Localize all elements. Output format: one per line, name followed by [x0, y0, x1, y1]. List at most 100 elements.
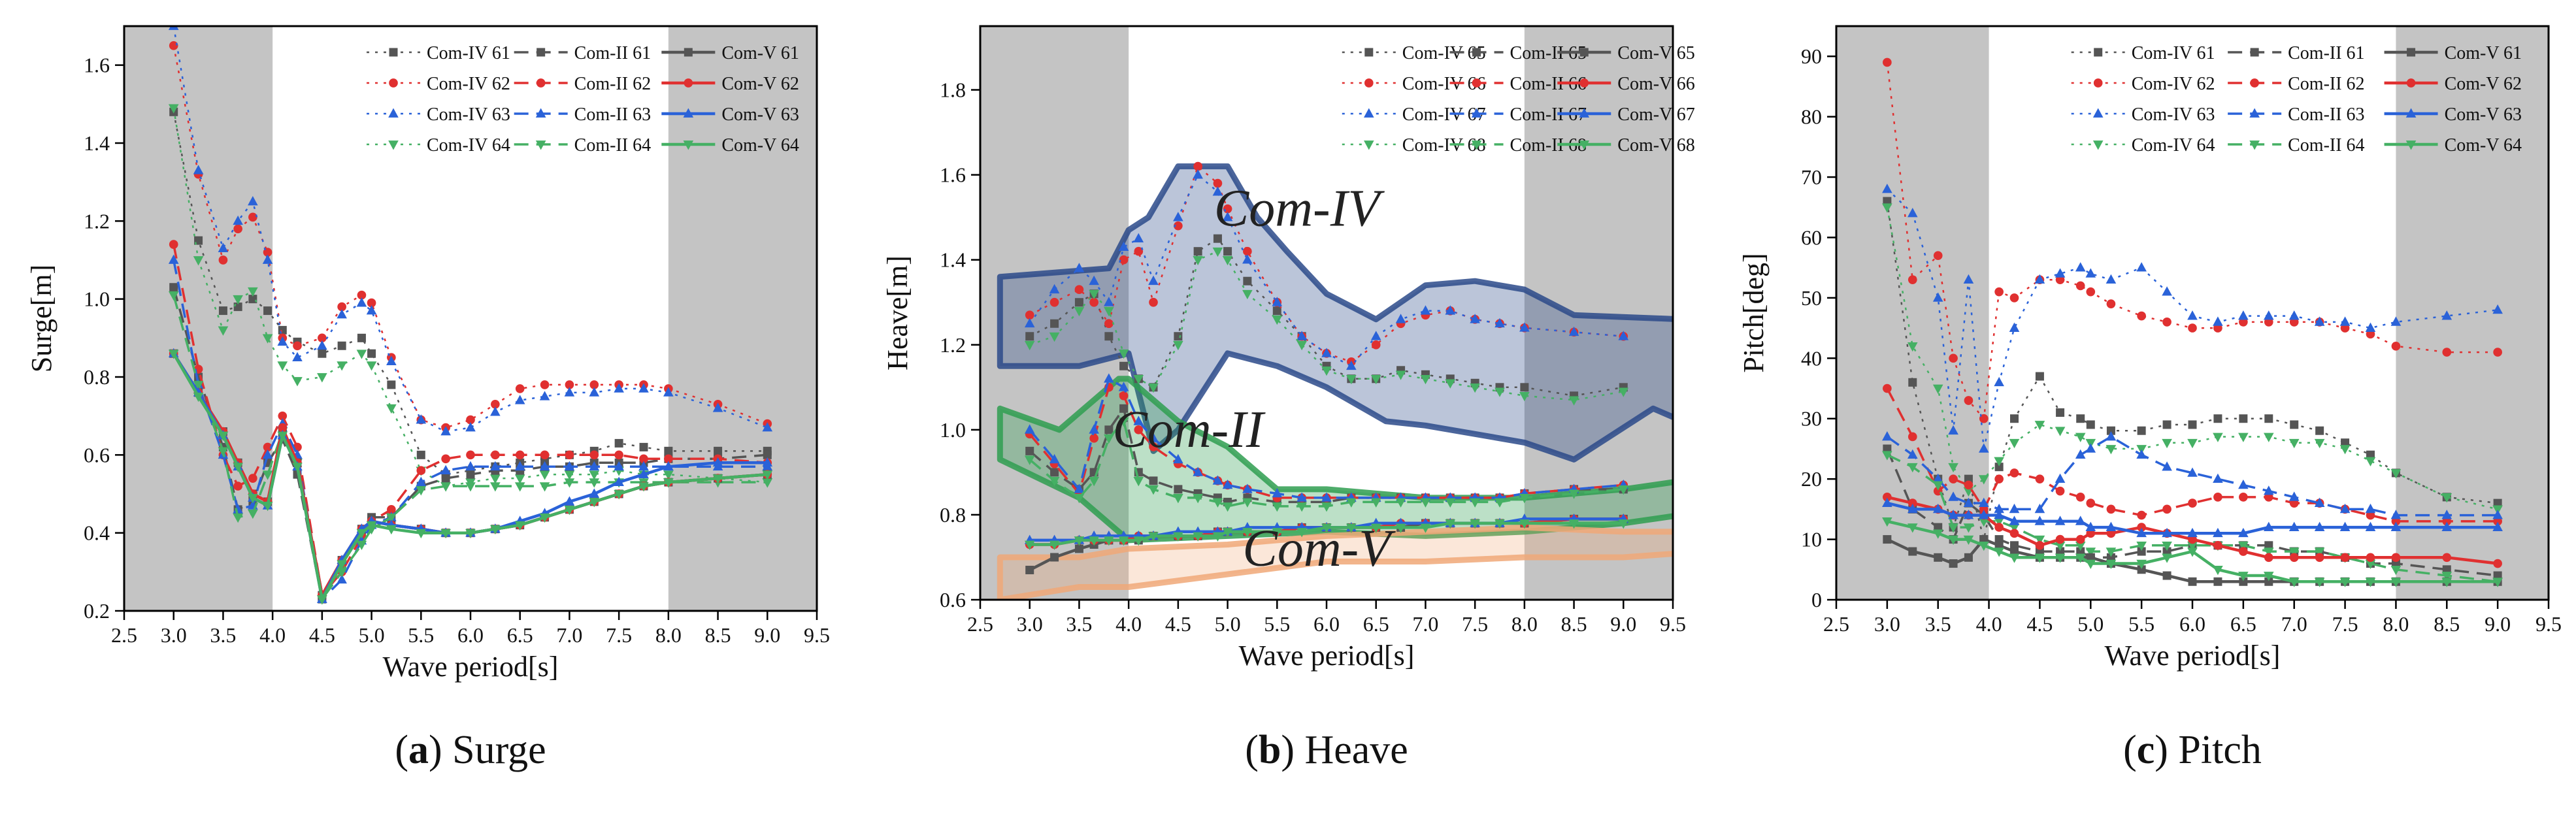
- shaded-region: [124, 26, 273, 611]
- x-tick-label: 7.0: [2281, 612, 2307, 636]
- data-point: [1568, 326, 1579, 336]
- legend-item: Com-V 62: [661, 74, 799, 94]
- data-point: [2289, 553, 2299, 563]
- data-point: [1994, 523, 2004, 532]
- data-point: [2442, 565, 2451, 574]
- data-point: [356, 529, 367, 539]
- data-point: [168, 104, 179, 114]
- y-tick-label: 1.4: [84, 131, 110, 155]
- data-point: [2086, 287, 2096, 297]
- data-point: [2264, 577, 2273, 586]
- data-point: [1119, 404, 1129, 413]
- data-point: [233, 513, 243, 523]
- data-point: [564, 461, 575, 471]
- data-point: [1074, 263, 1085, 272]
- data-point: [1519, 391, 1530, 402]
- data-point: [2340, 553, 2350, 563]
- data-point: [1050, 553, 1059, 562]
- data-point: [1948, 510, 1958, 519]
- legend-item: Com-V 65: [1557, 43, 1695, 63]
- data-point: [1949, 353, 1958, 363]
- data-point: [540, 450, 550, 460]
- data-point: [1883, 197, 1892, 206]
- data-point: [1882, 184, 1892, 193]
- legend-label: Com-IV 65: [1402, 43, 1486, 63]
- data-point: [366, 521, 377, 531]
- caption-letter: c: [2137, 728, 2155, 772]
- legend-label: Com-V 67: [1617, 105, 1695, 125]
- data-point: [466, 415, 475, 425]
- data-point: [1371, 340, 1381, 350]
- y-tick-label: 0.6: [84, 443, 110, 466]
- legend-marker: [1579, 78, 1589, 88]
- data-point: [1148, 432, 1159, 442]
- panel-caption: (a) Surge: [395, 728, 546, 772]
- x-tick-label: 9.0: [2485, 612, 2511, 636]
- data-point: [1049, 284, 1060, 294]
- x-tick-label: 4.0: [1115, 612, 1142, 636]
- data-point: [1074, 483, 1085, 493]
- x-tick-label: 5.5: [1264, 612, 1290, 636]
- data-point: [490, 461, 501, 471]
- data-point: [218, 306, 227, 316]
- plot-area: [1882, 57, 2503, 587]
- legend-label: Com-V 61: [2445, 43, 2522, 63]
- data-point: [168, 254, 179, 264]
- data-point: [1963, 523, 1974, 533]
- data-point: [1243, 276, 1252, 286]
- data-point: [387, 380, 396, 389]
- data-point: [2315, 426, 2324, 435]
- data-point: [1223, 247, 1232, 256]
- data-point: [169, 283, 178, 292]
- y-tick-label: 1.2: [940, 333, 966, 357]
- data-point: [1024, 455, 1035, 465]
- data-point: [1133, 536, 1144, 546]
- y-tick-label: 30: [1801, 407, 1822, 431]
- data-point: [1089, 275, 1099, 286]
- data-point: [1025, 332, 1034, 341]
- data-point: [1949, 559, 1958, 568]
- legend-label: Com-V 62: [721, 74, 799, 94]
- data-point: [278, 325, 287, 335]
- data-point: [386, 355, 397, 365]
- x-tick-label: 5.0: [2077, 612, 2104, 636]
- data-point: [2238, 572, 2249, 581]
- series-line: [173, 295, 768, 600]
- data-point: [1568, 489, 1579, 499]
- data-point: [318, 333, 327, 343]
- data-point: [440, 426, 451, 436]
- data-point: [2187, 527, 2198, 538]
- data-point: [1212, 532, 1223, 542]
- legend-marker: [2405, 108, 2417, 118]
- data-point: [2365, 503, 2376, 514]
- data-point: [1994, 457, 2004, 466]
- data-point: [762, 478, 773, 488]
- x-tick-label: 4.5: [309, 623, 335, 647]
- data-point: [1321, 348, 1332, 357]
- data-point: [1964, 480, 1973, 490]
- data-point: [540, 380, 550, 389]
- series-line: [1887, 188, 2498, 450]
- data-point: [248, 287, 258, 297]
- data-point: [1470, 498, 1480, 508]
- data-point: [1963, 274, 1974, 284]
- data-point: [2034, 535, 2045, 546]
- data-point: [356, 350, 367, 359]
- data-point: [1104, 434, 1114, 444]
- x-tick-label: 3.5: [210, 623, 236, 647]
- legend-marker: [1579, 140, 1590, 150]
- data-point: [2009, 322, 2020, 332]
- data-point: [2075, 432, 2086, 442]
- data-point: [1932, 529, 1943, 539]
- y-tick-label: 70: [1801, 165, 1822, 189]
- data-point: [263, 306, 272, 316]
- data-point: [639, 442, 648, 451]
- data-point: [514, 395, 525, 404]
- data-point: [663, 478, 674, 488]
- data-point: [1133, 416, 1144, 425]
- data-point: [2314, 521, 2325, 531]
- data-point: [1049, 540, 1060, 550]
- data-point: [2162, 438, 2172, 449]
- x-tick-label: 3.0: [161, 623, 187, 647]
- x-axis-label: Wave period[s]: [383, 651, 559, 683]
